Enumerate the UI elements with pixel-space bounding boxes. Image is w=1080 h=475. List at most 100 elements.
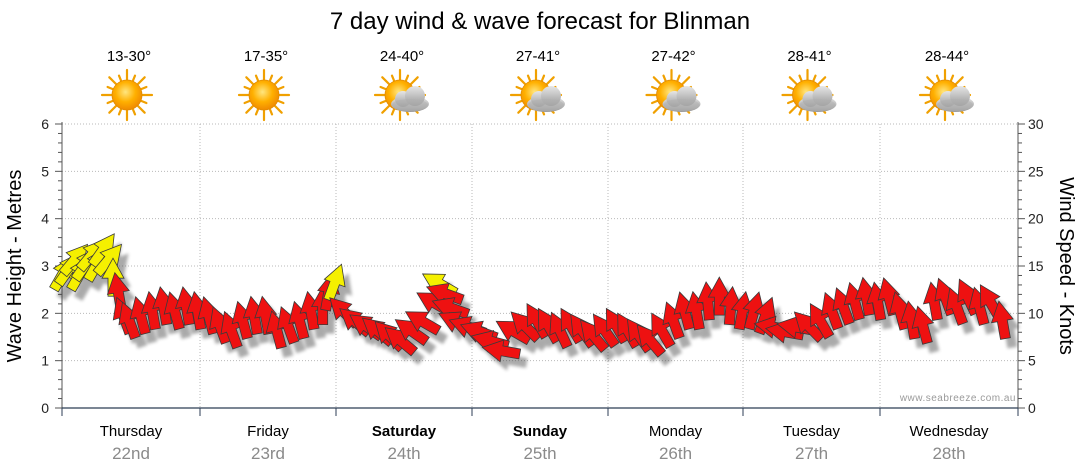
day-name-label: Sunday <box>513 423 568 440</box>
sun-ray <box>139 85 148 91</box>
day-name-label: Friday <box>247 423 289 440</box>
sun-ray <box>924 85 933 91</box>
sun-ray <box>662 74 667 83</box>
day-temp-label: 17-35° <box>244 48 288 65</box>
sun-ray <box>786 85 795 91</box>
grid-lines <box>62 123 1018 408</box>
sun-ray <box>798 74 803 83</box>
sun-ray <box>108 104 118 114</box>
day-temp-label: 27-41° <box>516 48 560 65</box>
right-tick-label: 15 <box>1028 258 1044 274</box>
sun-ray <box>817 76 827 86</box>
sun-icon <box>237 68 291 122</box>
sun-ray <box>954 76 964 86</box>
day-date-label: 26th <box>659 444 692 463</box>
sun-ray <box>243 85 252 91</box>
day-date-label: 23rd <box>251 444 285 463</box>
day-date-label: 28th <box>932 444 965 463</box>
sun-ray <box>106 85 115 91</box>
sun-ray <box>131 74 137 83</box>
sun-ray <box>515 99 524 105</box>
sun-cloud-icon <box>918 68 974 122</box>
sun-ray <box>108 76 118 86</box>
sun-ray <box>650 99 659 105</box>
cloud-shape <box>798 86 837 112</box>
sun-ray <box>409 76 419 86</box>
day-temp-label: 28-44° <box>925 48 969 65</box>
day-temp-label: 13-30° <box>107 48 151 65</box>
sun-ray <box>254 74 260 83</box>
sun-ray <box>517 104 527 114</box>
sun-ray <box>390 107 396 116</box>
sun-ray <box>676 74 681 83</box>
day-name-label: Tuesday <box>783 423 840 440</box>
sun-ray <box>662 107 667 116</box>
sun-disc <box>248 79 280 111</box>
sun-cloud-icon <box>373 68 429 122</box>
sun-ray <box>243 99 252 105</box>
weather-icons: 13-30° 17-35° 24-40° 27-41° 27-42° 28-41° 28-4… <box>100 48 974 122</box>
right-axis-title: Wind Speed - Knots <box>1055 177 1077 355</box>
sun-ray <box>404 74 410 83</box>
sun-cloud-icon <box>781 68 837 122</box>
sun-ray <box>379 85 388 91</box>
sun-ray <box>273 76 283 86</box>
sun-cloud-icon <box>645 68 701 122</box>
sun-ray <box>812 74 817 83</box>
cloud-part <box>663 99 700 111</box>
sun-ray <box>650 85 659 91</box>
cloud-shape <box>936 86 974 112</box>
day-temp-label: 27-42° <box>651 48 695 65</box>
wind-arrow <box>911 305 935 345</box>
wind-arrow <box>404 311 442 336</box>
sun-ray <box>526 74 532 83</box>
sun-ray <box>515 85 524 91</box>
cloud-shape <box>391 86 429 112</box>
cloud-part <box>937 99 973 111</box>
credit-text: www.seabreeze.com.au <box>899 393 1016 404</box>
left-tick-label: 0 <box>41 400 49 416</box>
sun-ray <box>926 104 936 114</box>
right-tick-label: 20 <box>1028 211 1044 227</box>
cloud-part <box>799 99 836 111</box>
sun-cloud-icon <box>509 68 565 122</box>
sun-ray <box>798 107 803 116</box>
right-tick-label: 10 <box>1028 305 1044 321</box>
day-temp-label: 28-41° <box>787 48 831 65</box>
day-temp-label: 24-40° <box>380 48 424 65</box>
day-name-label: Saturday <box>372 423 437 440</box>
sun-ray <box>136 76 146 86</box>
sun-disc <box>111 79 143 111</box>
right-tick-label: 30 <box>1028 116 1044 132</box>
sun-ray <box>268 107 274 116</box>
sun-ray <box>139 99 148 105</box>
cloud-shape <box>527 86 565 112</box>
sun-ray <box>926 76 936 86</box>
sun-ray <box>540 74 546 83</box>
left-tick-label: 1 <box>41 353 49 369</box>
sun-ray <box>924 99 933 105</box>
sun-ray <box>545 76 555 86</box>
sun-ray <box>681 76 691 86</box>
cloud-part <box>392 99 428 111</box>
sun-ray <box>131 107 137 116</box>
sun-ray <box>381 76 391 86</box>
sun-ray <box>106 99 115 105</box>
day-date-label: 27th <box>795 444 828 463</box>
sun-ray <box>526 107 532 116</box>
sun-ray <box>273 104 283 114</box>
day-date-label: 24th <box>387 444 420 463</box>
sun-ray <box>276 99 285 105</box>
left-tick-label: 6 <box>41 116 49 132</box>
sun-ray <box>117 74 123 83</box>
left-axis-title: Wave Height - Metres <box>4 170 26 363</box>
wind-arrow <box>481 339 522 363</box>
sun-ray <box>276 85 285 91</box>
sun-ray <box>245 104 255 114</box>
left-tick-label: 2 <box>41 305 49 321</box>
axes: 0 1 2 3 4 5 6 0 5 10 15 20 25 30 Thursday 22nd Friday 23r… <box>41 116 1044 463</box>
sun-ray <box>949 74 955 83</box>
right-tick-label: 25 <box>1028 163 1044 179</box>
left-tick-label: 5 <box>41 163 49 179</box>
